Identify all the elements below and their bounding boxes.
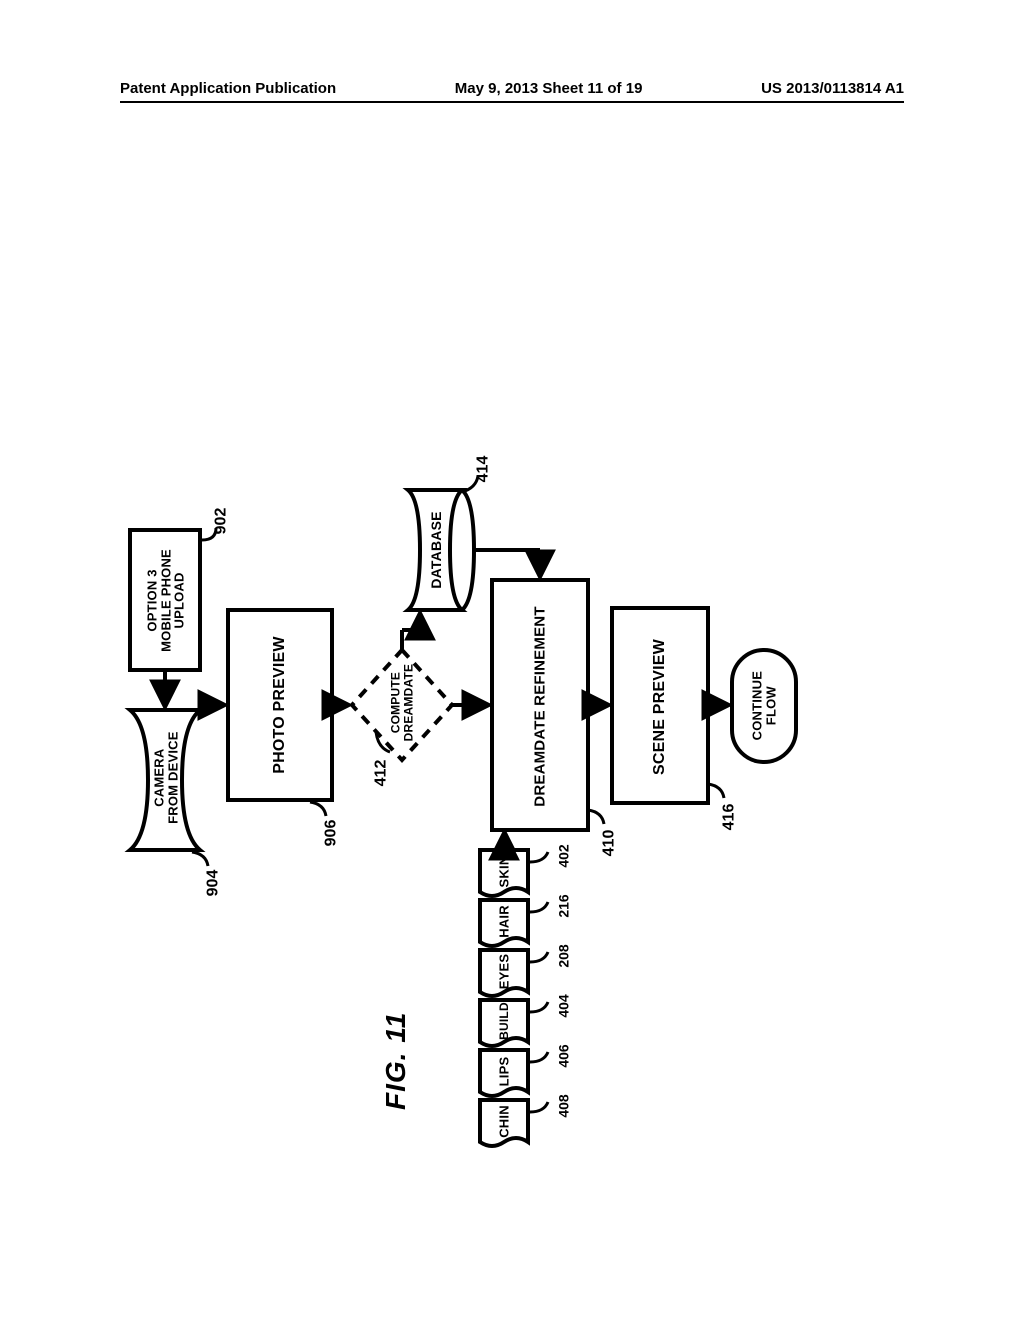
ref-902: 902	[212, 508, 230, 535]
ref-416: 416	[720, 804, 738, 831]
label-camera: CAMERA FROM DEVICE	[152, 708, 179, 848]
label-database: DATABASE	[428, 490, 444, 610]
label-hair: HAIR	[497, 900, 512, 944]
label-photoprev: PHOTO PREVIEW	[271, 615, 289, 795]
ref-404: 404	[556, 994, 572, 1017]
ref-208: 208	[556, 944, 572, 967]
label-continue: CONTINUE FLOW	[750, 656, 777, 756]
ref-216: 216	[556, 894, 572, 917]
label-compute: COMPUTE DREAMDATE	[389, 653, 414, 753]
label-lips: LIPS	[497, 1050, 512, 1094]
header-center: May 9, 2013 Sheet 11 of 19	[455, 80, 643, 97]
ref-410: 410	[600, 830, 618, 857]
flowchart-diagram: OPTION 3 MOBILE PHONE UPLOAD CAMERA FROM…	[120, 150, 880, 1150]
ref-412: 412	[372, 760, 390, 787]
label-chin: CHIN	[497, 1100, 512, 1144]
page-header: Patent Application Publication May 9, 20…	[120, 80, 904, 103]
ref-406: 406	[556, 1044, 572, 1067]
label-skin: SKIN	[497, 850, 512, 894]
ref-408: 408	[556, 1094, 572, 1117]
label-refine: DREAMDATE REFINEMENT	[532, 587, 549, 827]
header-left: Patent Application Publication	[120, 80, 336, 97]
ref-904: 904	[204, 870, 222, 897]
label-build: BUILD	[497, 997, 511, 1045]
figure-label: FIG. 11	[380, 1012, 412, 1110]
ref-402: 402	[556, 844, 572, 867]
header-right: US 2013/0113814 A1	[761, 80, 904, 97]
label-option3: OPTION 3 MOBILE PHONE UPLOAD	[146, 530, 187, 670]
ref-414: 414	[474, 456, 492, 483]
ref-906: 906	[322, 820, 340, 847]
label-eyes: EYES	[497, 950, 512, 994]
label-sceneprev: SCENE PREVIEW	[651, 617, 669, 797]
